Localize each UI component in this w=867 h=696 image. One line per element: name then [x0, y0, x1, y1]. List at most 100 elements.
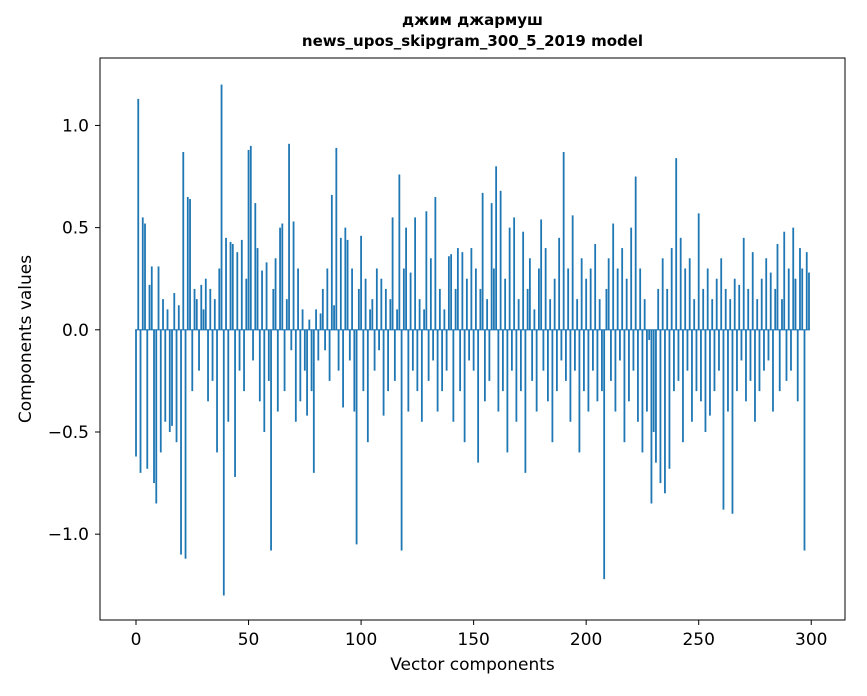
- bar: [236, 252, 239, 330]
- bar: [436, 329, 439, 412]
- bar: [508, 227, 511, 330]
- bar: [733, 278, 736, 330]
- bar: [369, 309, 371, 330]
- bar: [231, 243, 234, 330]
- bar: [222, 329, 225, 596]
- bar: [556, 329, 558, 392]
- y-tick-label: 0.0: [62, 321, 89, 341]
- bar: [722, 329, 725, 510]
- bar: [700, 329, 702, 402]
- bar: [346, 239, 349, 330]
- bar: [589, 268, 592, 330]
- x-tick-label: 50: [238, 630, 260, 650]
- bar: [366, 329, 369, 443]
- bar: [522, 231, 525, 330]
- bar: [747, 288, 750, 330]
- bar: [220, 84, 223, 330]
- bar: [517, 299, 520, 330]
- bar: [432, 329, 435, 361]
- bar: [375, 268, 378, 330]
- bar: [301, 309, 304, 330]
- bar: [427, 329, 430, 381]
- bar: [357, 288, 360, 330]
- bar: [434, 196, 437, 330]
- bar: [459, 329, 462, 392]
- bar: [718, 329, 720, 371]
- bar: [616, 268, 619, 330]
- bar: [288, 143, 290, 330]
- bar: [594, 243, 597, 330]
- bar: [524, 329, 527, 473]
- bar: [639, 268, 642, 330]
- bar: [540, 219, 543, 330]
- bar: [769, 272, 772, 330]
- bar: [801, 268, 804, 330]
- y-tick-label: 1.0: [62, 116, 89, 136]
- bar: [355, 329, 358, 545]
- bar: [535, 329, 538, 412]
- bar: [389, 299, 392, 330]
- bar: [263, 329, 266, 432]
- bar: [283, 329, 286, 392]
- bar: [571, 215, 574, 330]
- bar: [551, 329, 554, 443]
- bar: [177, 305, 180, 330]
- bar: [668, 329, 671, 469]
- chart-title: джим джармуш news_upos_skipgram_300_5_20…: [100, 10, 845, 52]
- bar: [342, 329, 344, 408]
- bar: [661, 258, 664, 330]
- bar: [799, 248, 801, 330]
- bar: [290, 329, 293, 351]
- bar: [673, 329, 675, 392]
- bar: [191, 329, 194, 392]
- bar: [670, 248, 673, 330]
- y-axis-label: Components values: [16, 254, 36, 424]
- bar: [328, 329, 331, 381]
- bar: [601, 329, 603, 392]
- bar: [409, 272, 412, 330]
- bar: [538, 268, 540, 330]
- bar: [362, 329, 365, 392]
- tick-labels: 0 50 100 150 200 250 300 −1.0 −0.5 0.0 0.5 1.0: [48, 116, 828, 650]
- bar: [666, 288, 669, 330]
- bar: [533, 309, 536, 330]
- bar: [465, 278, 468, 330]
- bar: [303, 329, 306, 371]
- bar: [513, 217, 516, 330]
- bar: [803, 329, 806, 551]
- bar: [387, 329, 389, 392]
- bar: [447, 256, 450, 330]
- bar: [767, 329, 770, 361]
- bar: [675, 158, 678, 330]
- bar: [702, 288, 705, 330]
- bar: [736, 329, 738, 392]
- bar: [348, 329, 351, 361]
- bar: [450, 254, 453, 330]
- bar: [637, 329, 639, 422]
- bar: [772, 329, 774, 412]
- bar: [285, 299, 288, 330]
- bar: [135, 329, 137, 457]
- bar: [506, 329, 509, 453]
- bar: [515, 329, 518, 422]
- bar: [549, 299, 552, 330]
- bar: [353, 329, 356, 412]
- bar: [184, 329, 187, 559]
- bar: [643, 299, 646, 330]
- bar: [695, 329, 698, 392]
- bar: [607, 258, 610, 330]
- bar: [276, 329, 279, 412]
- bar: [373, 329, 376, 371]
- bar: [335, 147, 338, 330]
- bar: [781, 299, 783, 330]
- bar: [729, 299, 732, 330]
- x-axis-label: Vector components: [390, 655, 555, 675]
- bar: [164, 329, 167, 422]
- bar: [360, 235, 362, 330]
- bar: [686, 329, 689, 371]
- bar: [625, 278, 628, 330]
- bar: [796, 329, 799, 402]
- bar: [693, 299, 696, 330]
- bar: [531, 329, 534, 381]
- bar: [445, 329, 448, 371]
